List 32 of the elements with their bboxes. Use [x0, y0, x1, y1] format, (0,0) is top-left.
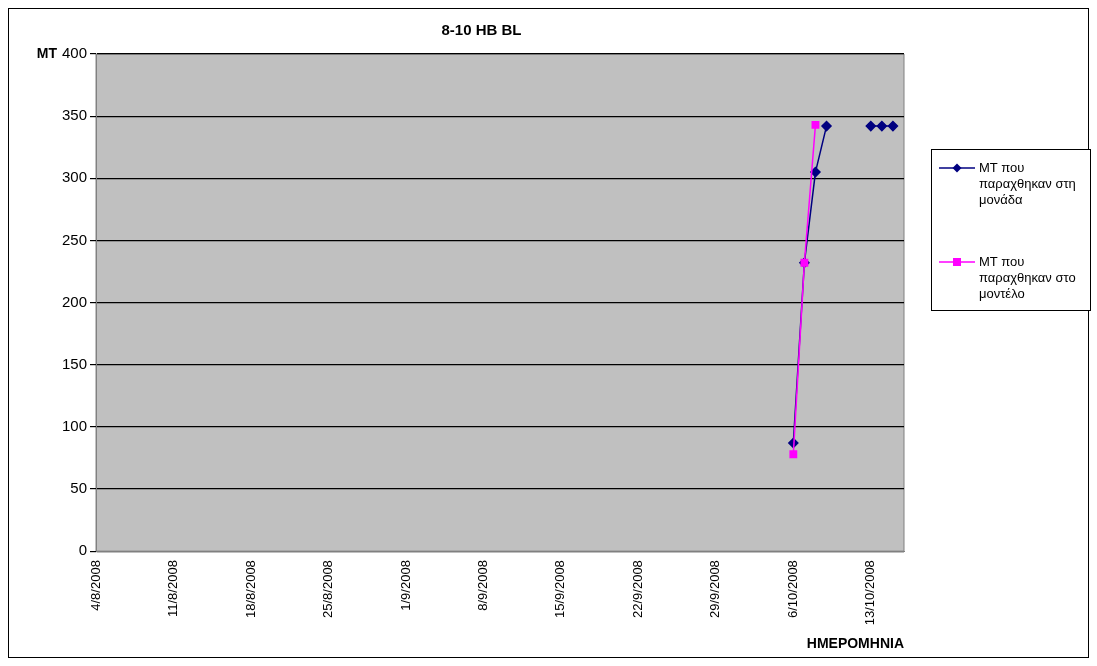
y-tick-label: 250 — [62, 230, 88, 248]
point — [821, 120, 832, 132]
legend-label: ΜΤ που παραχθηκαν στο μοντέλο — [979, 254, 1077, 302]
y-tick-label: 100 — [62, 416, 88, 434]
point — [865, 120, 877, 132]
x-tick-label: 13/10/2008 — [862, 560, 878, 626]
y-tick-label: 200 — [62, 292, 88, 310]
y-tick-label: 50 — [70, 479, 88, 497]
x-tick-label: 1/9/2008 — [397, 560, 413, 611]
y-tick-label: 350 — [62, 106, 88, 124]
x-tick-label: 4/8/2008 — [87, 560, 103, 611]
y-tick-label: 150 — [62, 354, 88, 372]
y-tick-label: 300 — [62, 168, 88, 186]
x-tick-label: 11/8/2008 — [165, 560, 181, 618]
point — [811, 120, 820, 129]
y-tick-label: 400 — [62, 44, 88, 62]
chart-title: 8-10 HB BL — [441, 21, 522, 39]
x-tick-label: 25/8/2008 — [320, 560, 336, 618]
x-tick-label: 15/9/2008 — [552, 560, 568, 618]
x-tick-label: 18/8/2008 — [242, 560, 258, 618]
x-tick-label: 6/10/2008 — [784, 560, 800, 618]
x-tick-label: 29/9/2008 — [707, 560, 723, 618]
x-tick-label: 8/9/2008 — [474, 560, 490, 611]
point — [789, 450, 798, 459]
point — [887, 120, 899, 132]
point — [810, 166, 821, 178]
y-axis-title: MT — [36, 44, 58, 61]
y-tick-label: 0 — [78, 541, 88, 559]
legend-label: ΜΤ που παραχθηκαν στη μονάδα — [979, 160, 1077, 208]
x-tick-label: 22/9/2008 — [629, 560, 645, 618]
point — [876, 120, 888, 132]
x-axis-title: ΗΜΕΡΟΜΗΝΙΑ — [806, 635, 904, 652]
